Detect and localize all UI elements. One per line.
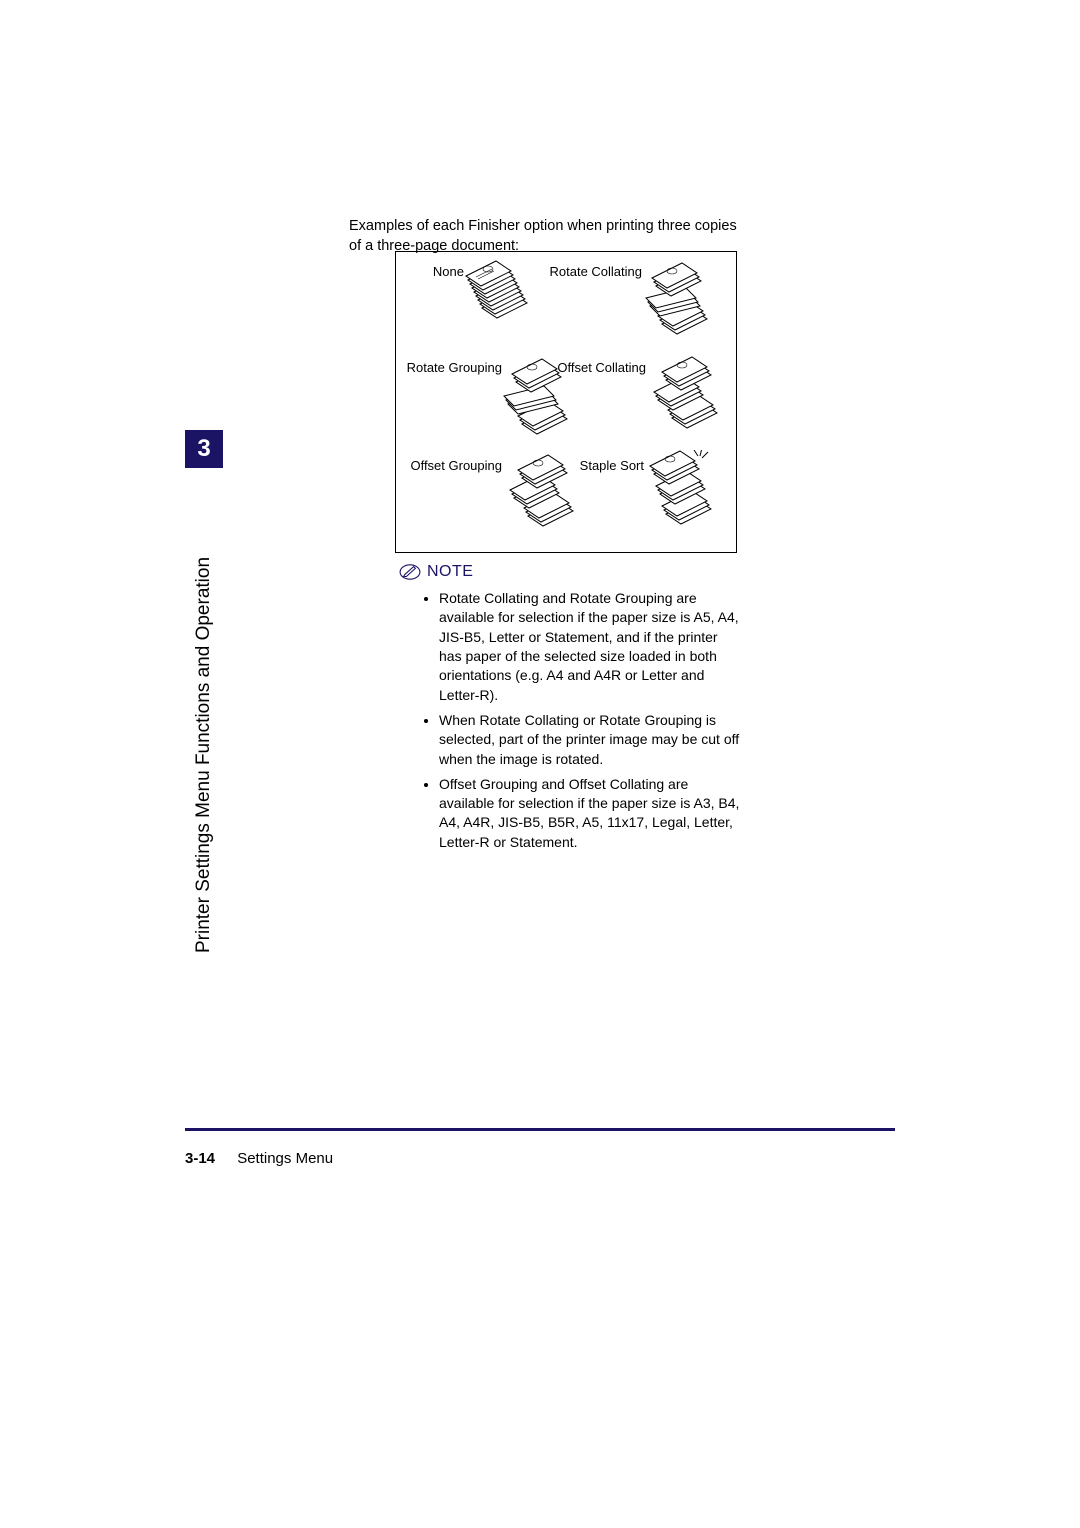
label-rotate-grouping: Rotate Grouping <box>404 352 502 375</box>
page-number: 3-14 <box>185 1150 215 1167</box>
label-offset-grouping: Offset Grouping <box>404 450 502 473</box>
note-block: NOTE Rotate Collating and Rotate Groupin… <box>399 563 744 858</box>
stack-offset-collating-icon <box>646 352 731 447</box>
stack-staple-sort-icon <box>644 450 734 545</box>
option-offset-collating: Offset Collating <box>556 352 731 447</box>
option-offset-grouping: Offset Grouping <box>404 450 587 545</box>
label-staple-sort: Staple Sort <box>574 450 644 473</box>
label-none: None <box>404 256 464 279</box>
note-title: NOTE <box>427 563 473 581</box>
page-footer: 3-14 Settings Menu <box>185 1150 333 1167</box>
page: 3 Printer Settings Menu Functions and Op… <box>0 0 1080 1528</box>
note-item: Offset Grouping and Offset Collating are… <box>439 775 744 852</box>
label-rotate-collating: Rotate Collating <box>546 256 642 279</box>
side-title-text: Printer Settings Menu Functions and Oper… <box>193 557 215 953</box>
stack-rotate-collating-icon <box>642 256 722 351</box>
option-rotate-collating: Rotate Collating <box>546 256 722 351</box>
finisher-diagram: None <box>395 251 737 553</box>
label-offset-collating: Offset Collating <box>556 352 646 375</box>
stack-none-icon <box>464 256 534 346</box>
footer-section: Settings Menu <box>237 1150 333 1167</box>
note-list: Rotate Collating and Rotate Grouping are… <box>399 589 744 852</box>
note-item: Rotate Collating and Rotate Grouping are… <box>439 589 744 705</box>
option-none: None <box>404 256 534 346</box>
footer-rule <box>185 1128 895 1131</box>
note-header: NOTE <box>399 563 744 581</box>
pencil-note-icon <box>399 563 421 581</box>
option-staple-sort: Staple Sort <box>574 450 734 545</box>
chapter-number-tab: 3 <box>185 430 223 468</box>
side-title-container: Printer Settings Menu Functions and Oper… <box>185 475 223 1035</box>
note-item: When Rotate Collating or Rotate Grouping… <box>439 711 744 769</box>
